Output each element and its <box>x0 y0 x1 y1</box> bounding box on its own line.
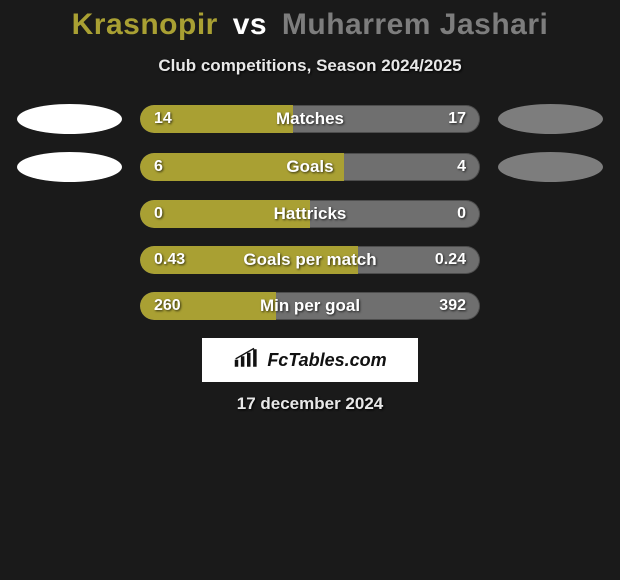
stat-row: 0.43 Goals per match 0.24 <box>0 246 620 274</box>
subtitle: Club competitions, Season 2024/2025 <box>0 56 620 76</box>
stat-bar: 6 Goals 4 <box>140 153 480 181</box>
stat-row: 0 Hattricks 0 <box>0 200 620 228</box>
infographic-root: Krasnopir vs Muharrem Jashari Club compe… <box>0 0 620 414</box>
stat-bar: 0 Hattricks 0 <box>140 200 480 228</box>
player1-ellipse <box>17 104 122 134</box>
stat-value-player2: 392 <box>439 297 466 315</box>
brand-badge: FcTables.com <box>202 338 418 382</box>
player2-ellipse <box>498 152 603 182</box>
stat-row: 14 Matches 17 <box>0 104 620 134</box>
spacer <box>17 214 122 215</box>
title-vs: vs <box>233 8 267 41</box>
stat-label: Hattricks <box>274 204 347 224</box>
spacer <box>498 306 603 307</box>
stat-value-player1: 0.43 <box>154 251 185 269</box>
player2-ellipse <box>498 104 603 134</box>
spacer <box>17 306 122 307</box>
player1-ellipse <box>17 152 122 182</box>
stat-label: Min per goal <box>260 296 360 316</box>
stat-value-player1: 14 <box>154 110 172 128</box>
stat-value-player2: 4 <box>457 158 466 176</box>
stat-value-player1: 6 <box>154 158 163 176</box>
stat-bar: 14 Matches 17 <box>140 105 480 133</box>
spacer <box>498 260 603 261</box>
stat-bar: 0.43 Goals per match 0.24 <box>140 246 480 274</box>
stat-value-player1: 0 <box>154 205 163 223</box>
spacer <box>498 214 603 215</box>
stat-label: Goals per match <box>243 250 376 270</box>
spacer <box>17 260 122 261</box>
page-title: Krasnopir vs Muharrem Jashari <box>0 8 620 42</box>
stat-value-player1: 260 <box>154 297 181 315</box>
title-player1: Krasnopir <box>72 8 218 41</box>
stat-row: 6 Goals 4 <box>0 152 620 182</box>
stat-value-player2: 17 <box>448 110 466 128</box>
stat-value-player2: 0.24 <box>435 251 466 269</box>
stat-label: Matches <box>276 109 344 129</box>
stat-label: Goals <box>286 157 333 177</box>
title-player2: Muharrem Jashari <box>282 8 548 41</box>
footer-date: 17 december 2024 <box>0 394 620 414</box>
chart-icon <box>233 346 261 375</box>
stat-rows: 14 Matches 17 6 Goals 4 0 Hattricks 0 0.43 Goals p… <box>0 104 620 320</box>
stat-value-player2: 0 <box>457 205 466 223</box>
stat-row: 260 Min per goal 392 <box>0 292 620 320</box>
stat-bar: 260 Min per goal 392 <box>140 292 480 320</box>
brand-text: FcTables.com <box>267 350 386 371</box>
